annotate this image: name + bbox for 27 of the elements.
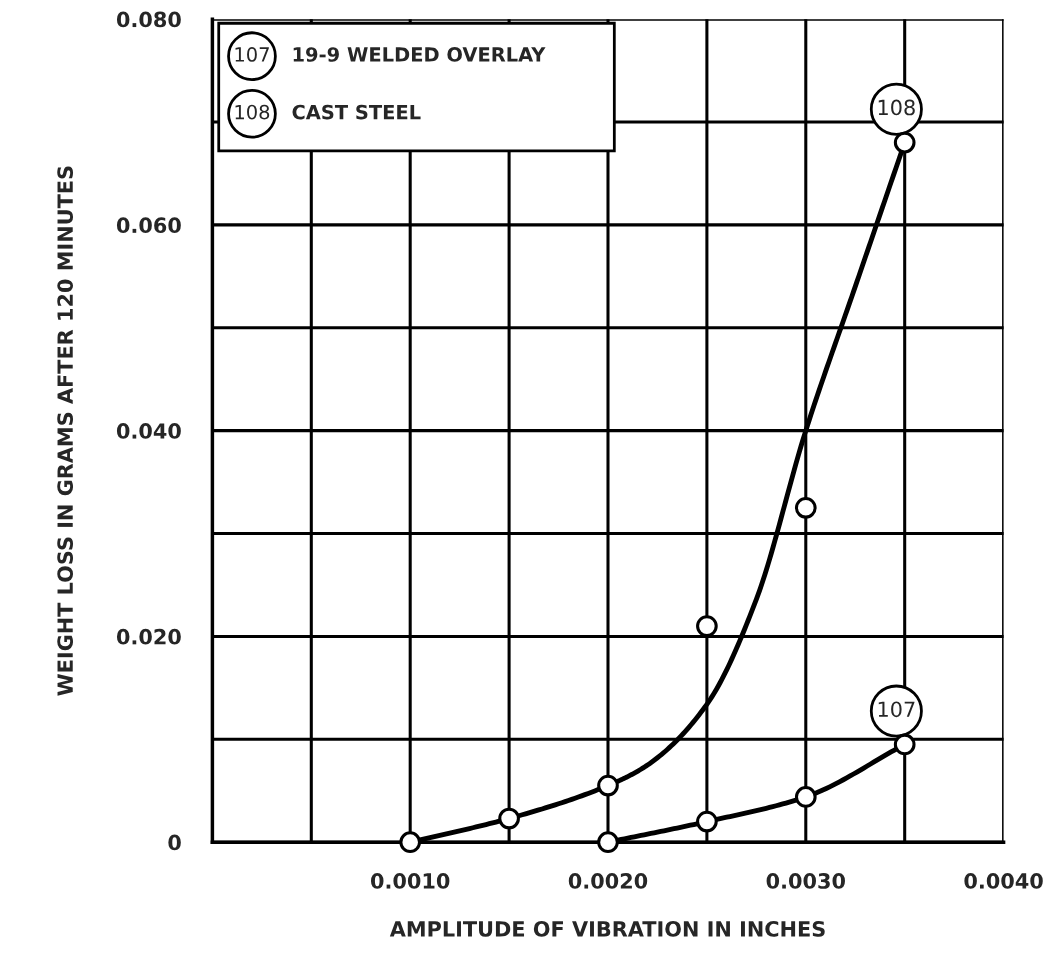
y-tick-label: 0.040 [116, 423, 181, 439]
x-tick-label: 0.0020 [568, 873, 648, 889]
annotation: CAST STEEL [292, 104, 421, 120]
y-tick-label: 0.020 [116, 628, 181, 645]
annotation: 19-9 WELDED OVERLAY [293, 47, 546, 62]
x-tick-label: 0.0040 [964, 873, 1043, 889]
point [399, 831, 422, 854]
point [893, 131, 916, 154]
y-tick-label: 0 [168, 834, 181, 851]
x-tick-label: 0.0030 [766, 873, 845, 889]
point [893, 733, 916, 756]
point [597, 774, 619, 797]
annotation: 107 [878, 701, 915, 718]
point [597, 831, 619, 854]
annotation: 107 [235, 47, 269, 62]
annotation: 108 [235, 104, 270, 120]
point [696, 615, 718, 637]
annotation: 108 [878, 99, 915, 116]
point [696, 810, 718, 833]
y-tick-label: 0.060 [116, 217, 181, 234]
y-axis-title: WEIGHT LOSS IN GRAMS AFTER 120 MINUTES [57, 166, 74, 696]
point [498, 807, 520, 830]
x-axis-title: AMPLITUDE OF VIBRATION IN INCHES [389, 921, 825, 937]
y-tick-label: 0.080 [116, 11, 181, 28]
x-tick-label: 0.0010 [371, 873, 450, 889]
point [794, 786, 817, 808]
point [794, 496, 817, 519]
